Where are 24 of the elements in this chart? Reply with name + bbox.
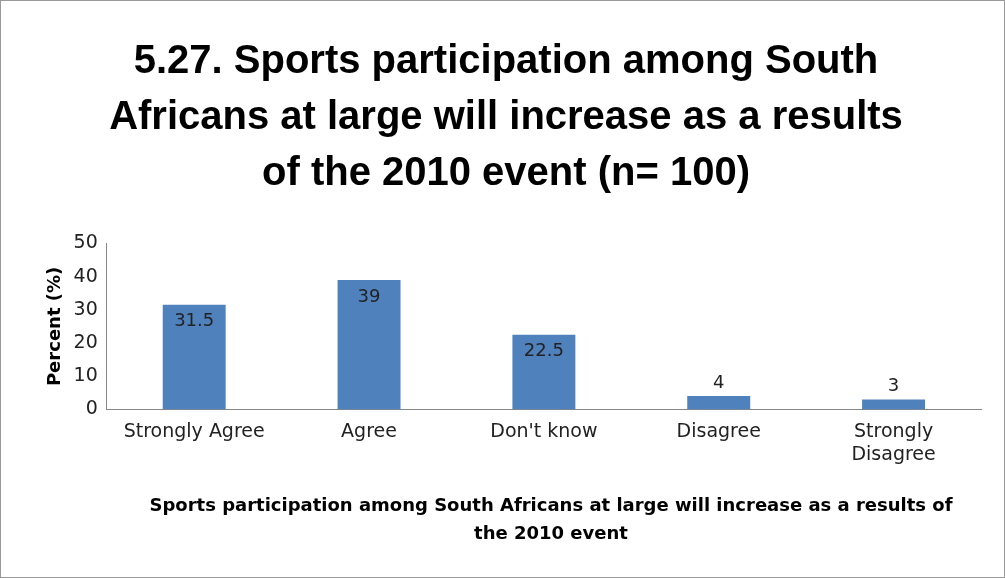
y-tick-label: 50 xyxy=(73,230,98,253)
bar xyxy=(687,396,751,410)
chart-title: 5.27. Sports participation among South Africans at large will increase as a results of the 2010 event (n= 100) xyxy=(108,36,904,195)
y-tick-label: 30 xyxy=(73,296,98,319)
data-label: 31.5 xyxy=(174,309,215,331)
x-tick-label: Agree xyxy=(341,418,397,441)
y-tick-label: 0 xyxy=(85,396,98,419)
y-axis-title: Percent (%) xyxy=(43,266,65,387)
x-tick-label: Strongly Agree xyxy=(123,418,265,441)
data-label: 22.5 xyxy=(523,339,564,361)
bar xyxy=(337,279,401,410)
x-tick-label: Strongly Disagree xyxy=(851,418,936,464)
x-tick-label: Don't know xyxy=(490,418,598,441)
bar xyxy=(162,304,226,410)
data-label: 4 xyxy=(713,370,725,392)
x-tick-label: Disagree xyxy=(676,418,761,441)
x-axis-title: Sports participation among South Africans at large will increase as a results of the 2010 event xyxy=(148,493,954,545)
data-label: 3 xyxy=(887,374,900,396)
y-tick-label: 10 xyxy=(73,363,98,386)
y-tick-label: 40 xyxy=(73,263,98,286)
y-tick-label: 20 xyxy=(73,329,98,352)
data-label: 39 xyxy=(357,284,381,306)
bar xyxy=(862,399,926,410)
bar xyxy=(512,334,576,410)
